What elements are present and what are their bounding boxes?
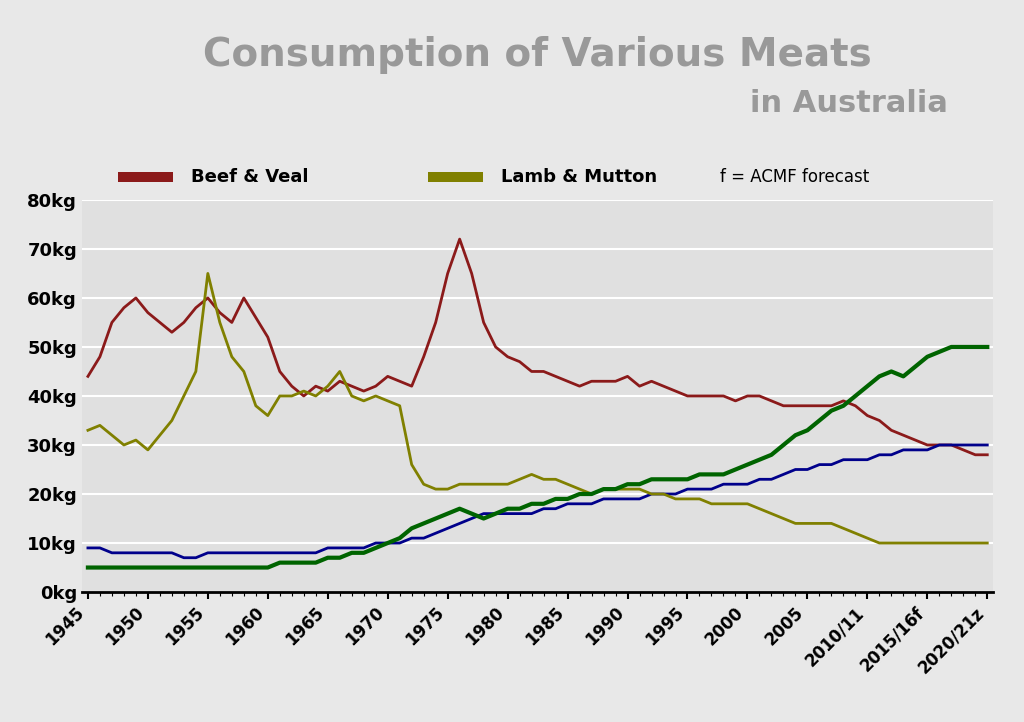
Text: Chicken Meat: Chicken Meat: [501, 218, 637, 236]
Text: f = ACMF forecast: f = ACMF forecast: [720, 168, 869, 186]
Text: Beef & Veal: Beef & Veal: [191, 168, 309, 186]
Bar: [119, 172, 173, 182]
Text: Lamb & Mutton: Lamb & Mutton: [501, 168, 657, 186]
Bar: [428, 172, 483, 182]
Text: in Australia: in Australia: [750, 90, 947, 118]
Text: Consumption of Various Meats: Consumption of Various Meats: [203, 36, 872, 74]
Bar: [119, 222, 173, 232]
Text: z = ACMF projection: z = ACMF projection: [720, 218, 888, 236]
Text: Pig Meat: Pig Meat: [191, 218, 281, 236]
Bar: [428, 222, 483, 232]
